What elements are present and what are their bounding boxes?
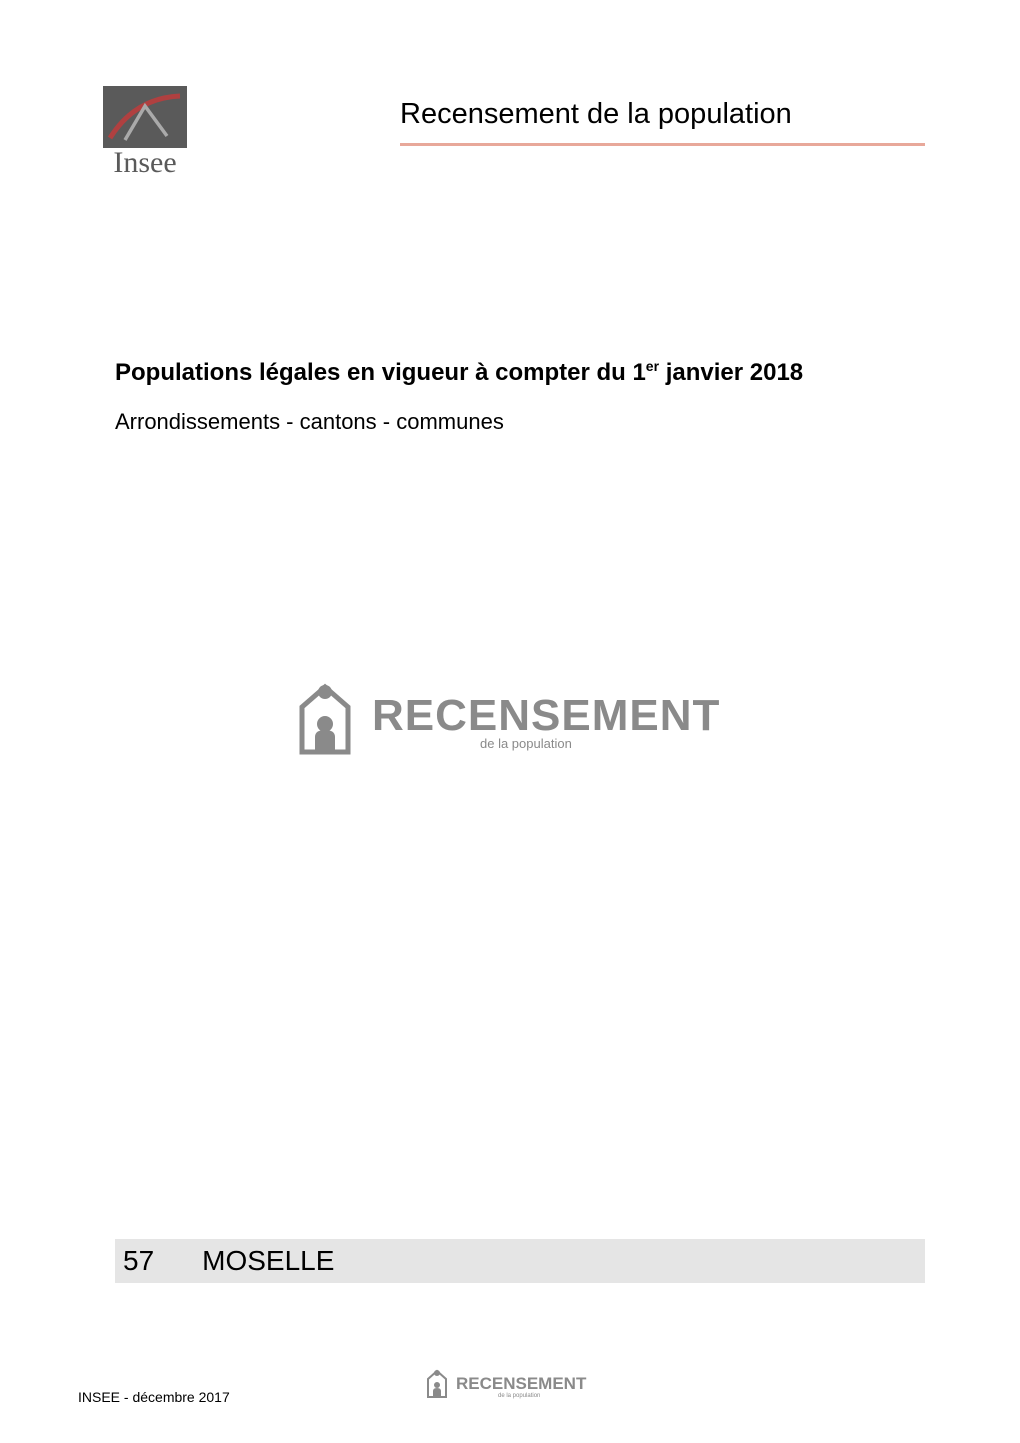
svg-text:de la population: de la population [480, 736, 572, 751]
svg-text:de la population: de la population [498, 1393, 540, 1399]
svg-text:Insee: Insee [113, 146, 176, 178]
insee-logo: Insee [95, 78, 195, 178]
center-logo-container: RECENSEMENT de la population [95, 670, 925, 775]
svg-text:RECENSEMENT: RECENSEMENT [372, 691, 720, 740]
header-title: Recensement de la population [400, 98, 925, 146]
main-title: Populations légales en vigueur à compter… [115, 358, 925, 387]
header-section: Insee Recensement de la population [95, 78, 925, 178]
department-code: 57 [123, 1245, 154, 1277]
department-row: 57 MOSELLE [115, 1239, 925, 1283]
svg-text:RECENSEMENT: RECENSEMENT [456, 1374, 587, 1393]
recensement-logo: RECENSEMENT de la population [280, 670, 740, 775]
main-title-sup: er [646, 358, 659, 374]
footer-text: INSEE - décembre 2017 [78, 1389, 230, 1405]
header-title-container: Recensement de la population [400, 78, 925, 146]
recensement-footer-logo: RECENSEMENT de la population [420, 1365, 600, 1405]
department-name: MOSELLE [202, 1245, 334, 1277]
main-title-prefix: Populations légales en vigueur à compter… [115, 359, 646, 386]
subtitle: Arrondissements - cantons - communes [115, 409, 925, 435]
main-title-suffix: janvier 2018 [659, 359, 803, 386]
